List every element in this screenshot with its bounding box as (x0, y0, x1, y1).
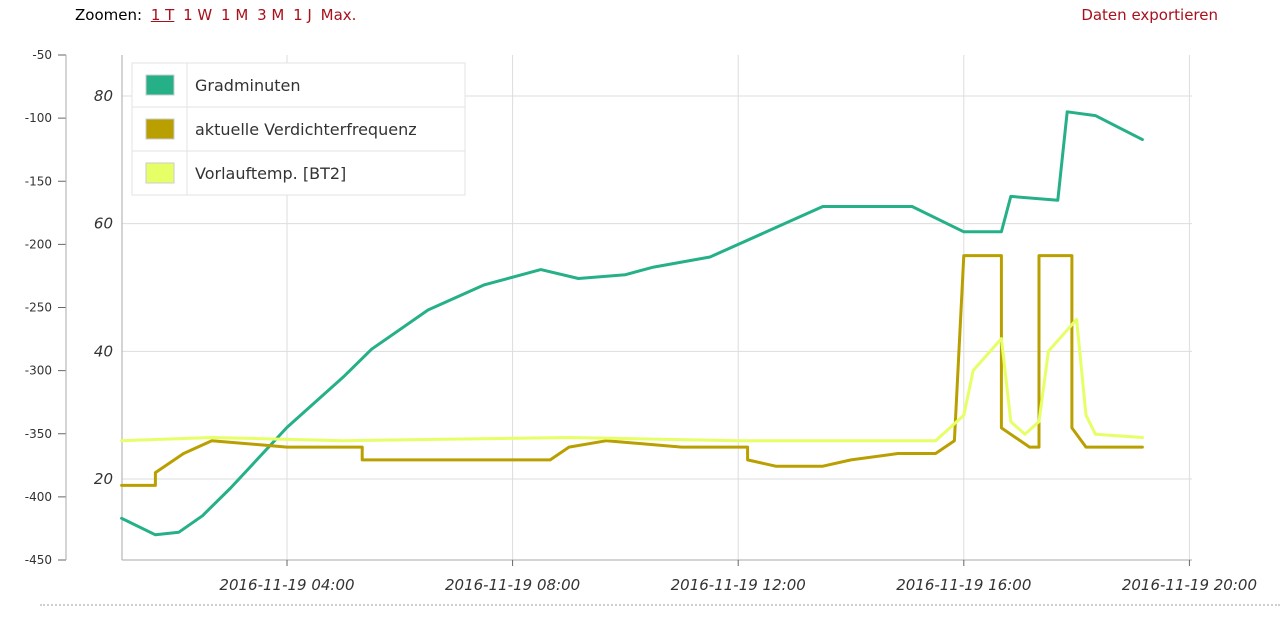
zoom-1-week[interactable]: 1 W (183, 6, 213, 24)
y-left-tick-label: -150 (25, 174, 52, 188)
x-tick-label: 2016-11-19 20:00 (1122, 576, 1257, 594)
zoom-bar: Zoomen: 1 T 1 W 1 M 3 M 1 J Max. (75, 6, 360, 24)
y-right-tick-label: 40 (94, 342, 113, 360)
zoom-1-month[interactable]: 1 M (221, 6, 249, 24)
y-right-tick-label: 80 (94, 87, 113, 105)
x-tick-label: 2016-11-19 12:00 (671, 576, 806, 594)
x-tick-label: 2016-11-19 16:00 (896, 576, 1031, 594)
legend-swatch (145, 74, 175, 96)
x-tick-label: 2016-11-19 04:00 (219, 576, 354, 594)
legend-label: aktuelle Verdichterfrequenz (195, 120, 417, 139)
legend-swatch (145, 118, 175, 140)
x-tick-label: 2016-11-19 08:00 (445, 576, 580, 594)
divider (40, 604, 1280, 606)
y-right-tick-label: 20 (94, 470, 113, 488)
zoom-3-months[interactable]: 3 M (257, 6, 285, 24)
y-left-tick-label: -250 (25, 301, 52, 315)
y-left-tick-label: -300 (25, 364, 52, 378)
series-line-2 (120, 254, 1144, 487)
zoom-1-day[interactable]: 1 T (150, 6, 175, 24)
zoom-max[interactable]: Max. (320, 6, 357, 24)
y-left-tick-label: -50 (32, 48, 52, 62)
zoom-1-year[interactable]: 1 J (293, 6, 312, 24)
y-left-tick-label: -450 (25, 553, 52, 567)
export-data-link[interactable]: Daten exportieren (1081, 6, 1218, 24)
legend-label: Vorlauftemp. [BT2] (195, 164, 346, 183)
y-right-tick-label: 60 (94, 215, 113, 233)
series-line-3 (120, 317, 1144, 443)
series-line-1 (120, 110, 1144, 537)
y-left-tick-label: -350 (25, 427, 52, 441)
zoom-label: Zoomen: (75, 6, 143, 24)
y-left-tick-label: -200 (25, 237, 52, 251)
y-left-tick-label: -100 (25, 111, 52, 125)
y-left-tick-label: -400 (25, 490, 52, 504)
toolbar: Zoomen: 1 T 1 W 1 M 3 M 1 J Max. Daten e… (0, 0, 1280, 34)
legend-label: Gradminuten (195, 76, 301, 95)
legend-swatch (145, 162, 175, 184)
